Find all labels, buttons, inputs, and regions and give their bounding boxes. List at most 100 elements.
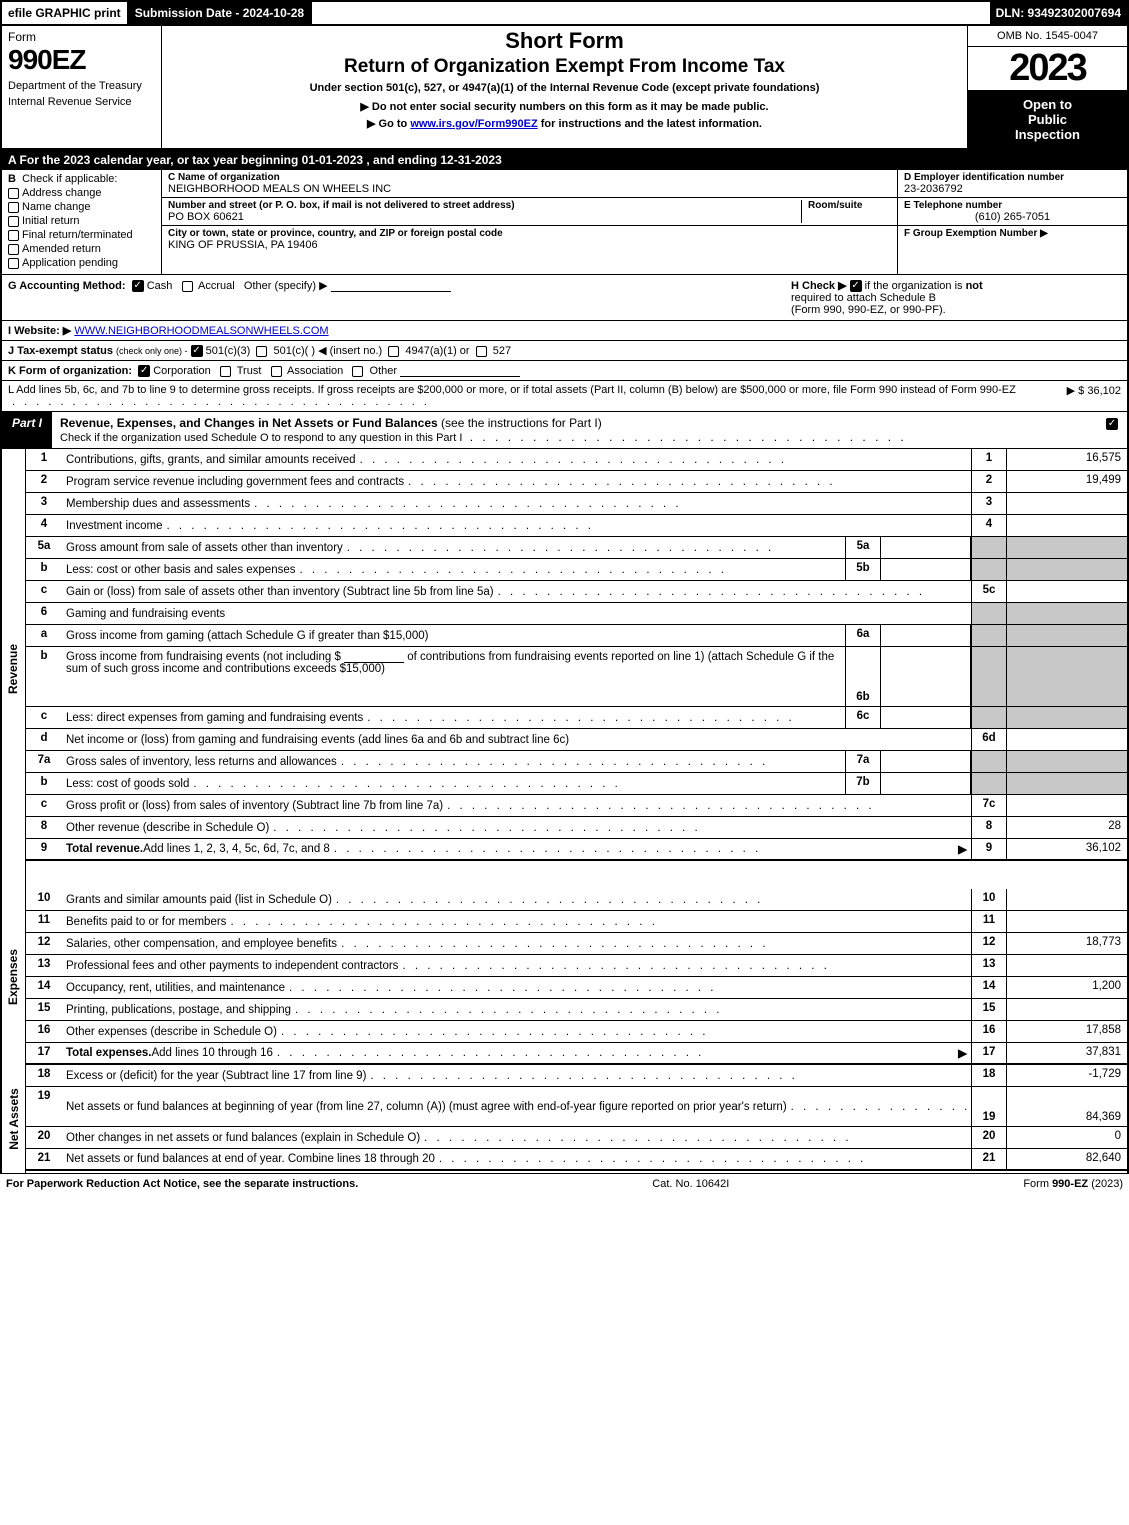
chk-initial-return[interactable]: Initial return	[8, 215, 155, 227]
line-desc: Total revenue. Add lines 1, 2, 3, 4, 5c,…	[62, 839, 971, 859]
mini-num: 7b	[845, 773, 881, 794]
line-rnum	[971, 751, 1007, 772]
ein: 23-2036792	[904, 183, 1121, 195]
line-15: 15 Printing, publications, postage, and …	[26, 999, 1127, 1021]
line-desc: Gain or (loss) from sale of assets other…	[62, 581, 971, 602]
line-19: 19 Net assets or fund balances at beginn…	[26, 1087, 1127, 1127]
line-desc: Other revenue (describe in Schedule O). …	[62, 817, 971, 838]
line-14: 14 Occupancy, rent, utilities, and maint…	[26, 977, 1127, 999]
checkbox-icon[interactable]	[256, 346, 267, 357]
title-short-form: Short Form	[172, 28, 957, 54]
line-num: 1	[26, 449, 62, 470]
line-rnum	[971, 625, 1007, 646]
line-desc: Benefits paid to or for members. . . . .…	[62, 911, 971, 932]
line-amount	[1007, 625, 1127, 646]
line-rnum	[971, 537, 1007, 558]
topbar-spacer	[312, 2, 989, 24]
line-rnum: 1	[971, 449, 1007, 470]
line-desc: Gross income from gaming (attach Schedul…	[62, 625, 845, 646]
mini-amount	[881, 537, 971, 558]
other-org-input[interactable]	[400, 364, 520, 377]
line-num: 12	[26, 933, 62, 954]
line-num: 10	[26, 889, 62, 910]
website-link[interactable]: WWW.NEIGHBORHOODMEALSONWHEELS.COM	[74, 325, 328, 337]
checkbox-icon[interactable]	[182, 281, 193, 292]
info-grid: B Check if applicable: Address change Na…	[0, 170, 1129, 275]
contrib-input[interactable]	[344, 650, 404, 663]
inspect-line2: Public	[972, 112, 1123, 127]
open-public-inspection: Open to Public Inspection	[968, 91, 1127, 148]
checkbox-icon	[8, 216, 19, 227]
line-20: 20 Other changes in net assets or fund b…	[26, 1127, 1127, 1149]
line-4: 4 Investment income. . . . . . . . . . .…	[26, 515, 1127, 537]
checkbox-icon[interactable]	[388, 346, 399, 357]
part1-header: Part I Revenue, Expenses, and Changes in…	[0, 412, 1129, 449]
room-label: Room/suite	[808, 200, 891, 211]
line-amount	[1007, 751, 1127, 772]
group-exemption-cell: F Group Exemption Number ▶	[898, 226, 1127, 252]
section-l: L Add lines 5b, 6c, and 7b to line 9 to …	[0, 381, 1129, 412]
checkmark-icon: ✓	[191, 345, 203, 357]
section-i: I Website: ▶ WWW.NEIGHBORHOODMEALSONWHEE…	[0, 321, 1129, 341]
chk-amended-return[interactable]: Amended return	[8, 243, 155, 255]
line-num: b	[26, 559, 62, 580]
line-amount: 18,773	[1007, 933, 1127, 954]
line-rnum: 17	[971, 1043, 1007, 1063]
line-desc: Professional fees and other payments to …	[62, 955, 971, 976]
mini-amount	[881, 625, 971, 646]
chk-name-change[interactable]: Name change	[8, 201, 155, 213]
checkbox-icon[interactable]	[271, 366, 282, 377]
line-7a: 7a Gross sales of inventory, less return…	[26, 751, 1127, 773]
header-left: Form 990EZ Department of the Treasury In…	[2, 26, 162, 148]
line-num: 4	[26, 515, 62, 536]
other-method-input[interactable]	[331, 279, 451, 292]
checkbox-icon[interactable]	[476, 346, 487, 357]
line-desc: Program service revenue including govern…	[62, 471, 971, 492]
line-rnum: 7c	[971, 795, 1007, 816]
line-amount	[1007, 707, 1127, 728]
mini-num: 6b	[845, 647, 881, 706]
chk-application-pending[interactable]: Application pending	[8, 257, 155, 269]
line-amount: 37,831	[1007, 1043, 1127, 1063]
chk-final-return[interactable]: Final return/terminated	[8, 229, 155, 241]
line-rnum	[971, 603, 1007, 624]
irs-link[interactable]: www.irs.gov/Form990EZ	[410, 118, 537, 130]
section-l-text: L Add lines 5b, 6c, and 7b to line 9 to …	[8, 384, 1059, 408]
mini-num: 6c	[845, 707, 881, 728]
line-amount	[1007, 729, 1127, 750]
line-amount: 36,102	[1007, 839, 1127, 859]
line-rnum: 6d	[971, 729, 1007, 750]
line-num: 6	[26, 603, 62, 624]
line-rnum: 16	[971, 1021, 1007, 1042]
line-desc: Less: direct expenses from gaming and fu…	[62, 707, 845, 728]
dept-irs: Internal Revenue Service	[8, 96, 155, 108]
dln: DLN: 93492302007694	[990, 2, 1127, 24]
form-word: Form	[8, 30, 155, 44]
mini-num: 5b	[845, 559, 881, 580]
efile-print[interactable]: efile GRAPHIC print	[2, 2, 129, 24]
group-label: F Group Exemption Number ▶	[904, 228, 1121, 239]
part1-checkbox[interactable]: ✓	[1097, 412, 1127, 448]
form-header: Form 990EZ Department of the Treasury In…	[0, 26, 1129, 150]
line-8: 8 Other revenue (describe in Schedule O)…	[26, 817, 1127, 839]
line-desc: Net assets or fund balances at beginning…	[62, 1087, 971, 1126]
line-desc: Printing, publications, postage, and shi…	[62, 999, 971, 1020]
footer-center: Cat. No. 10642I	[652, 1178, 729, 1190]
chk-address-change[interactable]: Address change	[8, 187, 155, 199]
line-desc: Less: cost or other basis and sales expe…	[62, 559, 845, 580]
line-num: 11	[26, 911, 62, 932]
line-amount	[1007, 911, 1127, 932]
footer-left: For Paperwork Reduction Act Notice, see …	[6, 1178, 358, 1190]
inspect-line3: Inspection	[972, 127, 1123, 142]
line-rnum: 3	[971, 493, 1007, 514]
line-desc: Excess or (deficit) for the year (Subtra…	[62, 1065, 971, 1086]
submission-date: Submission Date - 2024-10-28	[129, 2, 312, 24]
org-name-label: C Name of organization	[168, 172, 891, 183]
line-amount: 84,369	[1007, 1087, 1127, 1126]
line-16: 16 Other expenses (describe in Schedule …	[26, 1021, 1127, 1043]
checkbox-icon[interactable]	[220, 366, 231, 377]
leader-dots: . . . . . . . . . . . . . . . . . . . . …	[12, 396, 430, 408]
checkbox-icon[interactable]	[352, 366, 363, 377]
line-rnum: 10	[971, 889, 1007, 910]
line-18: 18 Excess or (deficit) for the year (Sub…	[26, 1065, 1127, 1087]
